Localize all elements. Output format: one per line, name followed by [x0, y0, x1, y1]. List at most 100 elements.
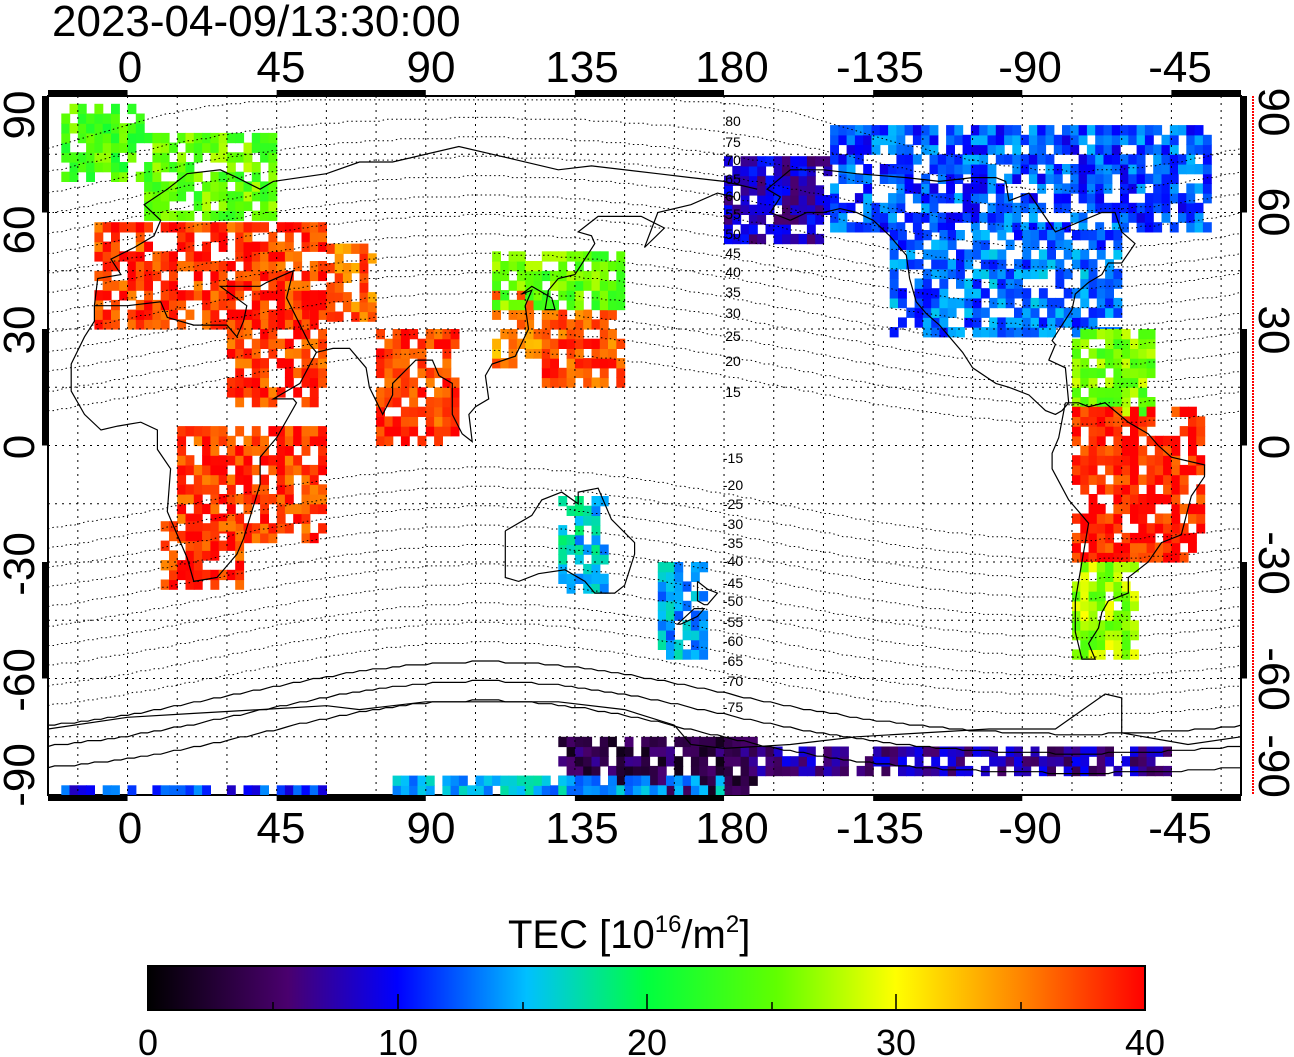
tec-cell	[318, 426, 327, 437]
tec-cell	[1038, 268, 1048, 280]
coastline	[504, 487, 636, 594]
tec-cell	[987, 173, 997, 184]
tec-cell	[533, 270, 543, 282]
tec-cell	[400, 367, 410, 379]
tec-cell	[616, 785, 626, 795]
tec-cell	[1113, 591, 1123, 602]
tec-cell	[914, 278, 924, 289]
tec-cell	[500, 299, 510, 311]
tec-cell	[251, 132, 261, 144]
right-lat-label: -30	[1249, 531, 1294, 595]
tec-cell	[574, 299, 584, 311]
tec-cell	[1130, 474, 1139, 485]
tec-cell	[1154, 445, 1164, 456]
tec-cell	[888, 222, 897, 233]
tec-cell	[376, 348, 385, 359]
right-lat-label: 30	[1249, 306, 1294, 355]
tec-cell	[732, 746, 742, 757]
tec-cell	[500, 775, 510, 786]
tec-cell	[1014, 288, 1023, 299]
tec-cell	[1030, 230, 1040, 241]
tec-cell	[251, 210, 261, 221]
top-axis-bar	[574, 90, 725, 96]
tec-cell	[1072, 426, 1081, 437]
tec-cell	[301, 348, 311, 359]
tec-cell	[135, 222, 145, 233]
left-lat-label: -90	[0, 743, 44, 807]
tec-cell	[268, 348, 278, 359]
tec-cell	[1096, 239, 1106, 250]
tec-cell	[367, 292, 377, 303]
tec-cell	[898, 259, 907, 270]
tec-cell	[922, 268, 932, 280]
tec-cell	[268, 280, 278, 291]
tec-cell	[790, 175, 800, 186]
tec-cell	[773, 224, 783, 235]
tec-cell	[1088, 765, 1098, 777]
tec-cell	[972, 288, 982, 299]
tec-cell	[1202, 222, 1212, 233]
tec-cell	[533, 338, 543, 349]
tec-cell	[309, 484, 319, 495]
tec-cell	[1047, 746, 1056, 757]
tec-cell	[1113, 307, 1123, 318]
tec-cell	[1113, 230, 1123, 241]
tec-cell	[591, 785, 601, 795]
tec-cell	[1146, 542, 1156, 553]
tec-cell	[1154, 542, 1164, 553]
tec-cell	[1020, 134, 1030, 146]
tec-cell	[921, 134, 931, 146]
tec-cell	[235, 280, 245, 291]
tec-cell	[202, 251, 211, 262]
tec-cell	[226, 530, 236, 542]
tec-cell	[806, 175, 816, 186]
tec-cell	[226, 785, 236, 795]
tec-cell	[666, 562, 675, 573]
tec-cell	[251, 319, 261, 330]
tec-cell	[550, 785, 559, 795]
tec-cell	[1171, 484, 1181, 495]
tec-cell	[160, 540, 170, 551]
tec-cell	[964, 297, 974, 309]
tec-cell	[765, 175, 775, 186]
contour-label: 40	[725, 264, 741, 280]
tec-cell	[334, 253, 344, 264]
coastline	[676, 608, 706, 625]
tec-cell	[1103, 202, 1113, 214]
tec-cell	[1028, 134, 1038, 146]
tec-cell	[1111, 164, 1121, 175]
tec-cell	[947, 239, 957, 250]
tec-cell	[243, 523, 253, 534]
tec-cell	[409, 387, 419, 398]
tec-cell	[177, 464, 187, 476]
left-axis-bar	[42, 562, 48, 679]
tec-cell	[1080, 406, 1090, 417]
tec-cell	[1070, 125, 1080, 136]
tec-cell	[1053, 164, 1063, 175]
tec-cell	[301, 231, 311, 243]
tec-cell	[1055, 259, 1065, 270]
tec-cell	[508, 299, 518, 311]
tec-cell	[1047, 230, 1056, 241]
tec-cell	[1154, 552, 1164, 563]
tec-cell	[1194, 183, 1204, 194]
tec-cell	[1103, 144, 1113, 155]
tec-cell	[77, 123, 87, 134]
tec-cell	[956, 278, 965, 289]
tec-cell	[1171, 523, 1181, 534]
tec-cell	[1072, 756, 1081, 767]
tec-cell	[831, 756, 841, 767]
tec-cell	[226, 521, 236, 532]
tec-cell	[1022, 327, 1032, 338]
tec-cell	[235, 132, 245, 144]
tec-cell	[757, 185, 767, 196]
tec-cell	[61, 123, 71, 134]
tec-cell	[599, 746, 609, 757]
tec-cell	[914, 230, 924, 241]
tec-cell	[964, 746, 974, 757]
tec-cell	[392, 426, 402, 437]
tec-cell	[226, 309, 236, 320]
tec-cell	[815, 195, 825, 206]
tec-cell	[1130, 435, 1139, 447]
tec-cell	[854, 154, 864, 165]
